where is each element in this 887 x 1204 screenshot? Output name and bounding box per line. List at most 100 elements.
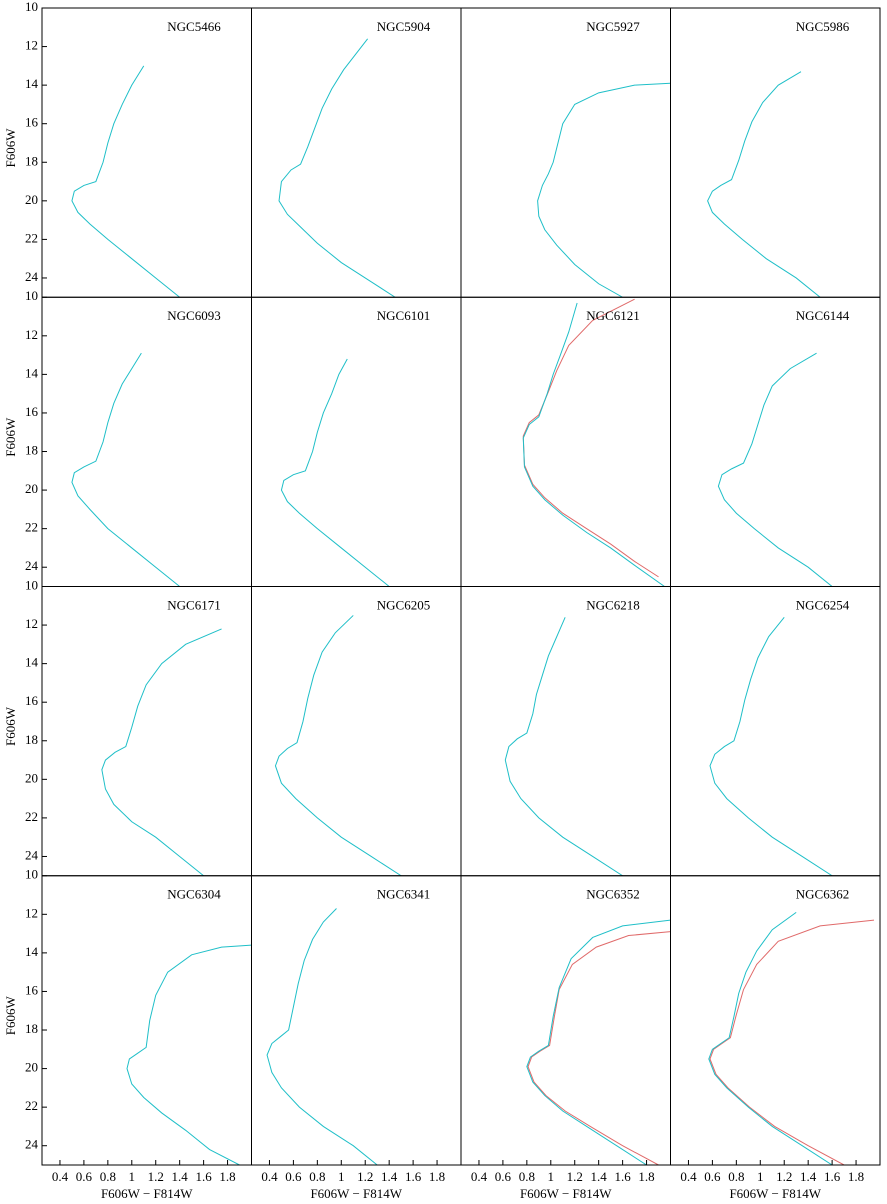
x-axis-label: F606W − F814W	[101, 1186, 193, 1201]
y-tick-label: 20	[25, 192, 38, 207]
x-tick-label: 0.8	[309, 1169, 325, 1184]
panel-title: NGC6101	[377, 308, 430, 323]
x-tick-label: 1.6	[405, 1169, 422, 1184]
x-tick-label: 1.8	[638, 1169, 654, 1184]
isochrone	[522, 302, 665, 587]
y-tick-label: 22	[25, 1098, 38, 1113]
y-tick-label: 24	[25, 847, 39, 862]
x-tick-label: 0.4	[471, 1169, 488, 1184]
panel-title: NGC5927	[586, 19, 640, 34]
x-tick-label: 0.4	[680, 1169, 697, 1184]
panel-frame	[251, 586, 462, 877]
panel-title: NGC6171	[167, 597, 220, 612]
y-tick-label: 16	[25, 115, 39, 130]
isochrone	[278, 38, 396, 298]
panel-frame	[251, 875, 462, 1166]
x-tick-label: 1.2	[567, 1169, 583, 1184]
y-tick-label: 18	[25, 732, 38, 747]
isochrone	[71, 65, 180, 298]
isochrone	[717, 352, 833, 587]
panel-frame	[251, 296, 462, 587]
y-tick-label: 20	[25, 770, 38, 785]
y-tick-label: 16	[25, 693, 39, 708]
y-tick-label: 20	[25, 1060, 38, 1075]
x-tick-label: 1.6	[824, 1169, 841, 1184]
panel-title: NGC5986	[796, 19, 850, 34]
x-tick-label: 1.6	[614, 1169, 631, 1184]
y-tick-label: 14	[25, 76, 39, 91]
isochrone	[527, 931, 671, 1165]
isochrone	[266, 908, 378, 1165]
x-tick-label: 0.6	[285, 1169, 302, 1184]
x-tick-label: 0.8	[519, 1169, 535, 1184]
y-tick-label: 10	[25, 867, 38, 882]
isochrone	[526, 919, 671, 1165]
y-tick-label: 14	[25, 944, 39, 959]
x-tick-label: 1.8	[219, 1169, 235, 1184]
panel-title: NGC6304	[167, 887, 221, 902]
x-tick-label: 0.6	[76, 1169, 93, 1184]
panel-title: NGC6218	[586, 597, 639, 612]
isochrone	[709, 617, 833, 876]
y-axis-label: F606W	[3, 706, 18, 746]
y-axis-label: F606W	[3, 996, 18, 1036]
panel-frame	[460, 586, 671, 877]
panel-frame	[670, 7, 881, 298]
x-tick-label: 1	[338, 1169, 345, 1184]
x-tick-label: 1.8	[429, 1169, 445, 1184]
panel-frame	[670, 296, 881, 587]
y-tick-label: 12	[25, 616, 38, 631]
x-tick-label: 0.8	[728, 1169, 744, 1184]
x-tick-label: 1.2	[776, 1169, 792, 1184]
isochrone	[708, 911, 833, 1165]
x-tick-label: 0.4	[261, 1169, 278, 1184]
isochrone	[504, 617, 623, 876]
x-tick-label: 1	[757, 1169, 764, 1184]
y-tick-label: 12	[25, 327, 38, 342]
panel-frame	[41, 296, 252, 587]
x-tick-label: 1.2	[148, 1169, 164, 1184]
y-tick-label: 22	[25, 520, 38, 535]
isochrone	[101, 628, 222, 876]
panel-title: NGC5904	[377, 19, 431, 34]
panel-title: NGC6121	[586, 308, 639, 323]
isochrone	[707, 71, 821, 298]
y-tick-label: 12	[25, 905, 38, 920]
panel-frame	[251, 7, 462, 298]
y-tick-label: 18	[25, 443, 38, 458]
x-axis-label: F606W − F814W	[520, 1186, 612, 1201]
y-axis-label: F606W	[3, 417, 18, 457]
x-tick-label: 0.6	[495, 1169, 512, 1184]
x-tick-label: 0.6	[704, 1169, 721, 1184]
panel-frame	[41, 7, 252, 298]
y-tick-label: 14	[25, 365, 39, 380]
x-tick-label: 1.6	[195, 1169, 212, 1184]
y-tick-label: 16	[25, 404, 39, 419]
x-tick-label: 1.4	[591, 1169, 608, 1184]
isochrone	[709, 919, 875, 1165]
panel-title: NGC6362	[796, 887, 849, 902]
panel-title: NGC6144	[796, 308, 850, 323]
y-axis-label: F606W	[3, 128, 18, 168]
y-tick-label: 12	[25, 38, 38, 53]
panel-title: NGC6093	[167, 308, 220, 323]
panel-title: NGC6341	[377, 887, 430, 902]
y-tick-label: 16	[25, 982, 39, 997]
y-tick-label: 18	[25, 1021, 38, 1036]
isochrone	[537, 82, 671, 298]
y-tick-label: 10	[25, 0, 38, 14]
panel-title: NGC6205	[377, 597, 430, 612]
panel-frame	[670, 586, 881, 877]
x-tick-label: 1.4	[800, 1169, 817, 1184]
panel-frame	[41, 875, 252, 1166]
y-tick-label: 14	[25, 655, 39, 670]
isochrone	[280, 358, 390, 587]
x-axis-label: F606W − F814W	[310, 1186, 402, 1201]
x-tick-label: 1.2	[357, 1169, 373, 1184]
y-tick-label: 10	[25, 288, 38, 303]
y-tick-label: 18	[25, 153, 38, 168]
panel-frame	[460, 875, 671, 1166]
x-axis-label: F606W − F814W	[729, 1186, 821, 1201]
y-tick-label: 20	[25, 481, 38, 496]
